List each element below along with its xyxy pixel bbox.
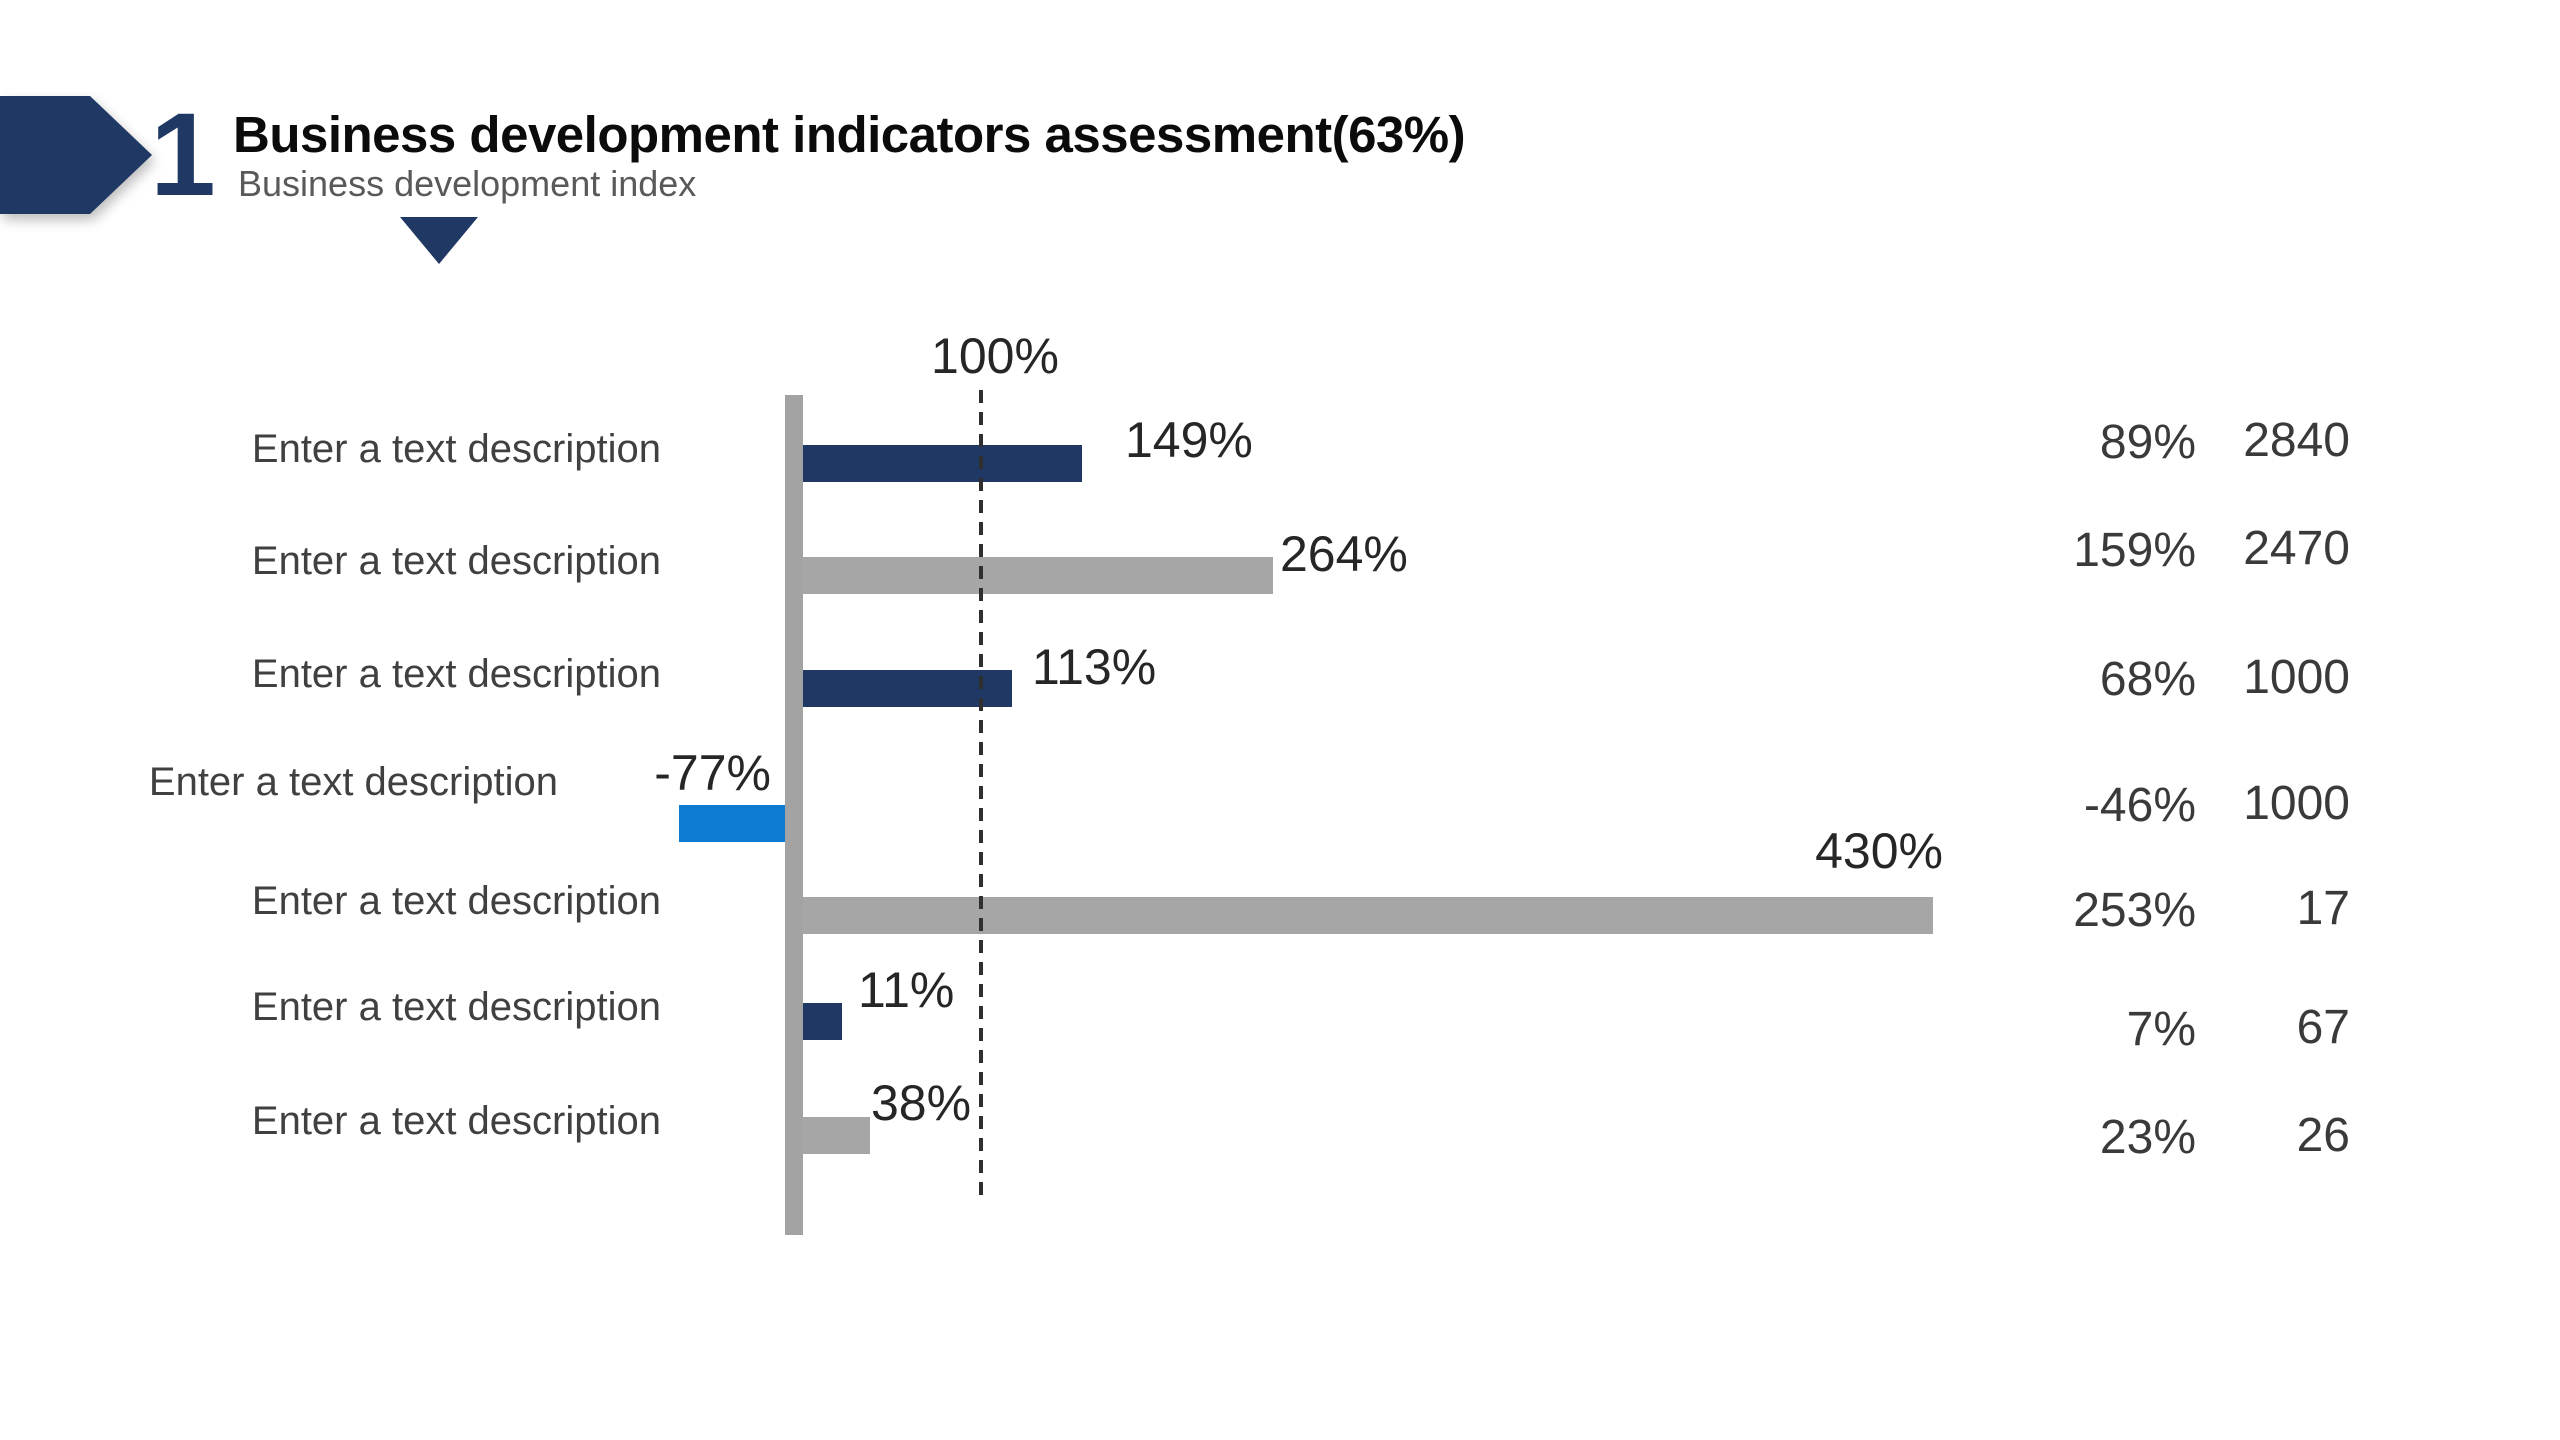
row-label: Enter a text description (251, 652, 661, 696)
page-title: Business development indicators assessme… (233, 106, 1466, 163)
bar-value-label: 149% (1125, 412, 1253, 468)
ratio-column-value: 159% (2073, 524, 2196, 577)
ratio-column-value: 89% (2099, 416, 2196, 469)
bar-value-label: 11% (858, 962, 955, 1018)
row-label: Enter a text description (251, 427, 661, 471)
bar-value-label: -77% (654, 745, 771, 801)
bar (679, 805, 785, 842)
count-column-value: 1000 (2243, 777, 2350, 830)
bar-value-label: 113% (1032, 639, 1157, 695)
ratio-column-value: 23% (2099, 1111, 2196, 1164)
bar (803, 557, 1273, 594)
triangle-down-icon (400, 217, 478, 264)
section-arrow-icon (0, 96, 152, 214)
y-axis-line (785, 395, 803, 1235)
row-label: Enter a text description (251, 539, 661, 583)
ratio-column-value: -46% (2083, 779, 2196, 832)
bar (803, 445, 1082, 482)
count-column-value: 2470 (2243, 522, 2350, 575)
bar (803, 670, 1012, 707)
count-column-value: 26 (2296, 1109, 2350, 1162)
bar-value-label: 430% (1815, 823, 1943, 879)
bar-value-label: 264% (1280, 526, 1408, 582)
ratio-column-value: 68% (2099, 653, 2196, 706)
count-column-value: 67 (2296, 1001, 2350, 1054)
bar-value-label: 38% (871, 1075, 972, 1131)
bar (803, 1117, 870, 1154)
row-label: Enter a text description (251, 879, 661, 923)
bar (803, 1003, 842, 1040)
bar (803, 897, 1933, 934)
reference-dashed-line (979, 390, 983, 1203)
row-label: Enter a text description (251, 1099, 661, 1143)
ratio-column-value: 7% (2126, 1003, 2196, 1056)
page-subtitle: Business development index (238, 163, 697, 204)
section-number: 1 (150, 89, 216, 221)
row-label: Enter a text description (251, 985, 661, 1029)
count-column-value: 2840 (2243, 414, 2350, 467)
reference-line-label: 100% (931, 328, 1059, 384)
count-column-value: 17 (2296, 882, 2350, 935)
row-label: Enter a text description (148, 760, 558, 804)
count-column-value: 1000 (2243, 651, 2350, 704)
ratio-column-value: 253% (2073, 884, 2196, 937)
